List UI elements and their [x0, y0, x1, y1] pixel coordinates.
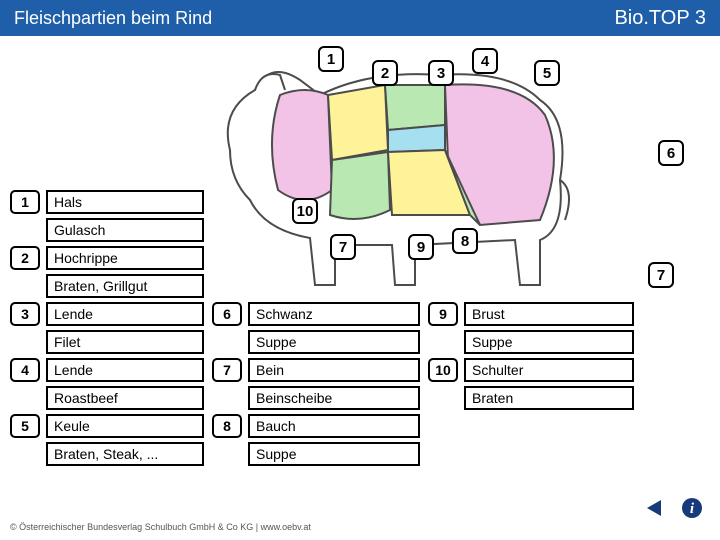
diagram-label-5: 5	[534, 60, 560, 86]
cut-use: Braten, Steak, ...	[46, 442, 204, 466]
back-triangle-icon[interactable]	[640, 496, 668, 520]
region-1	[272, 90, 332, 200]
diagram-label-3: 3	[428, 60, 454, 86]
row-num: 3	[10, 302, 40, 326]
table-row: Filet Suppe Suppe	[10, 330, 710, 354]
cut-use: Beinscheibe	[248, 386, 420, 410]
cut-use: Roastbeef	[46, 386, 204, 410]
copyright-footer: © Österreichischer Bundesverlag Schulbuc…	[10, 522, 311, 532]
row-num: 2	[10, 246, 40, 270]
row-num: 5	[10, 414, 40, 438]
row-num: 10	[428, 358, 458, 382]
table-row: Braten, Grillgut	[10, 274, 710, 298]
cut-name: Lende	[46, 358, 204, 382]
cut-name: Hochrippe	[46, 246, 204, 270]
table-row: 2 Hochrippe	[10, 246, 710, 270]
cut-use: Braten, Grillgut	[46, 274, 204, 298]
table-row: 5 Keule 8 Bauch	[10, 414, 710, 438]
table-row: Gulasch	[10, 218, 710, 242]
table-row: 1 Hals	[10, 190, 710, 214]
cut-use: Suppe	[464, 330, 634, 354]
diagram-label-1: 1	[318, 46, 344, 72]
region-3	[385, 85, 445, 130]
cut-name: Schwanz	[248, 302, 420, 326]
brand-label: Bio.TOP 3	[614, 7, 706, 30]
row-num: 4	[10, 358, 40, 382]
cut-name: Bauch	[248, 414, 420, 438]
region-2	[328, 85, 388, 160]
row-num: 7	[212, 358, 242, 382]
cut-use: Suppe	[248, 330, 420, 354]
header-bar: Fleischpartien beim Rind Bio.TOP 3	[0, 0, 720, 36]
cuts-table: 1 Hals Gulasch 2 Hochrippe Braten, Grill…	[10, 190, 710, 470]
diagram-label-4: 4	[472, 48, 498, 74]
cut-use: Braten	[464, 386, 634, 410]
cut-name: Lende	[46, 302, 204, 326]
cut-use: Gulasch	[46, 218, 204, 242]
cut-name: Keule	[46, 414, 204, 438]
table-row: Braten, Steak, ... Suppe	[10, 442, 710, 466]
table-row: 3 Lende 6 Schwanz 9 Brust	[10, 302, 710, 326]
diagram-label-2: 2	[372, 60, 398, 86]
page-title: Fleischpartien beim Rind	[14, 8, 212, 29]
cut-name: Schulter	[464, 358, 634, 382]
table-row: 4 Lende 7 Bein 10 Schulter	[10, 358, 710, 382]
info-icon[interactable]: i	[678, 496, 706, 520]
cut-name: Hals	[46, 190, 204, 214]
region-4	[388, 125, 445, 152]
row-num: 1	[10, 190, 40, 214]
cut-name: Bein	[248, 358, 420, 382]
row-num: 8	[212, 414, 242, 438]
nav-icons: i	[640, 496, 706, 520]
cut-name: Brust	[464, 302, 634, 326]
cut-use: Filet	[46, 330, 204, 354]
table-row: Roastbeef Beinscheibe Braten	[10, 386, 710, 410]
row-num: 6	[212, 302, 242, 326]
diagram-label-6: 6	[658, 140, 684, 166]
row-num: 9	[428, 302, 458, 326]
cut-use: Suppe	[248, 442, 420, 466]
